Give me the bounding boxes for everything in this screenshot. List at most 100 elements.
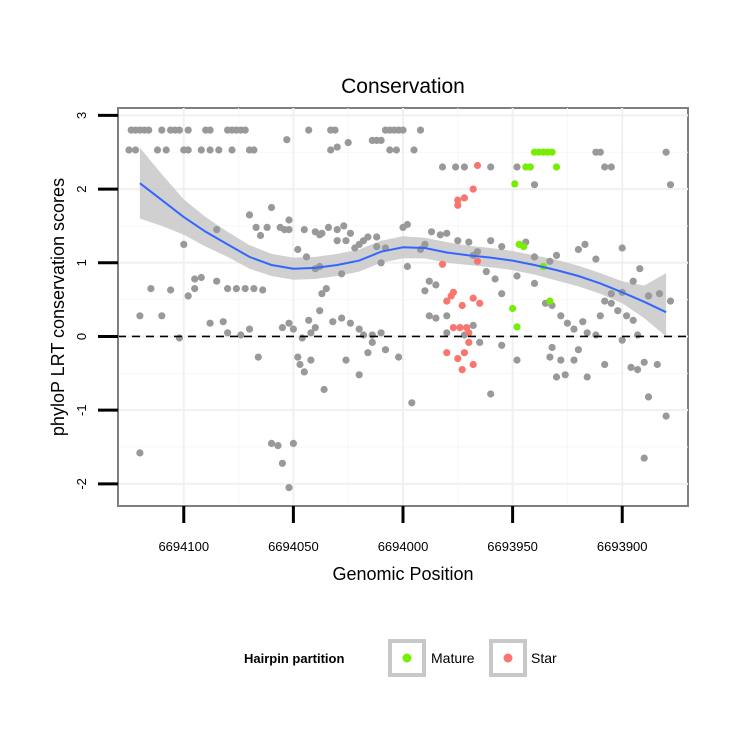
data-point-other — [254, 353, 262, 361]
data-point-other — [316, 307, 324, 315]
data-point-star — [449, 324, 457, 332]
data-point-other — [296, 360, 304, 369]
data-point-other — [399, 126, 407, 134]
x-tick-label: 6693900 — [597, 539, 648, 554]
data-point-other — [381, 346, 390, 354]
data-point-other — [368, 338, 376, 346]
data-point-other — [158, 126, 166, 134]
y-tick-label: 3 — [74, 112, 89, 119]
data-point-mature — [520, 243, 528, 251]
data-point-other — [392, 146, 400, 154]
data-point-other — [438, 163, 447, 171]
data-point-other — [634, 366, 642, 374]
data-point-star — [473, 257, 482, 265]
data-point-star — [469, 360, 477, 369]
data-point-other — [184, 126, 192, 134]
data-point-other — [636, 265, 644, 273]
data-point-other — [498, 290, 506, 298]
data-point-other — [175, 126, 183, 134]
data-point-other — [513, 356, 521, 364]
data-point-other — [513, 163, 521, 171]
data-point-other — [427, 228, 436, 236]
data-point-other — [278, 459, 286, 467]
data-point-other — [136, 449, 144, 457]
data-point-other — [476, 338, 484, 346]
data-point-other — [596, 148, 604, 156]
data-point-other — [530, 253, 539, 261]
data-point-other — [487, 163, 495, 171]
data-point-other — [285, 216, 293, 224]
smooth-line-layer — [139, 182, 667, 314]
data-point-other — [627, 363, 635, 371]
data-point-other — [300, 226, 308, 234]
data-point-other — [443, 329, 451, 337]
data-point-star — [458, 366, 466, 374]
data-point-other — [285, 319, 293, 327]
data-point-other — [666, 181, 675, 189]
data-point-other — [324, 223, 333, 231]
data-point-other — [213, 226, 221, 234]
x-tick-label: 6694100 — [158, 539, 209, 554]
data-point-other — [191, 275, 199, 283]
legend-title: Hairpin partition — [244, 651, 344, 666]
data-point-other — [241, 285, 249, 293]
data-point-other — [662, 412, 670, 420]
data-point-star — [465, 329, 473, 337]
data-point-other — [346, 319, 354, 327]
data-point-other — [421, 240, 429, 248]
data-point-other — [267, 203, 276, 212]
data-point-other — [416, 126, 425, 134]
data-point-other — [530, 181, 539, 189]
data-point-other — [307, 329, 315, 337]
data-point-other — [557, 356, 565, 364]
data-point-other — [131, 146, 140, 154]
data-point-star — [449, 288, 457, 296]
data-point-other — [454, 237, 462, 245]
data-point-other — [644, 292, 653, 300]
data-point-other — [666, 297, 675, 305]
data-point-other — [373, 233, 381, 241]
data-point-other — [487, 390, 495, 398]
data-point-other — [232, 285, 240, 293]
data-point-other — [546, 257, 554, 265]
data-point-star — [443, 297, 451, 305]
data-point-mature — [552, 163, 561, 171]
data-point-other — [228, 146, 236, 154]
data-point-other — [333, 237, 341, 245]
data-point-other — [342, 356, 350, 364]
data-point-other — [640, 358, 648, 366]
legend-key-star-dot — [503, 653, 513, 663]
data-point-other — [607, 163, 615, 171]
legend-label-mature: Mature — [431, 650, 475, 666]
data-point-other — [618, 244, 626, 252]
data-point-other — [583, 373, 591, 381]
data-point-other — [618, 336, 626, 344]
data-point-other — [443, 312, 451, 320]
data-point-other — [596, 312, 604, 320]
data-point-other — [552, 251, 561, 259]
data-point-other — [333, 143, 341, 151]
data-point-other — [245, 211, 254, 219]
x-tick-label: 6693950 — [487, 539, 538, 554]
data-point-other — [206, 126, 214, 134]
data-point-other — [322, 285, 330, 293]
data-point-other — [283, 136, 291, 144]
data-point-other — [215, 146, 223, 154]
data-point-other — [574, 346, 583, 354]
data-point-other — [570, 325, 578, 333]
data-point-other — [263, 223, 271, 231]
data-point-other — [224, 329, 232, 337]
data-point-other — [311, 324, 319, 332]
data-point-other — [548, 343, 556, 352]
data-point-mature — [526, 163, 534, 171]
data-point-star — [438, 260, 447, 268]
data-point-other — [601, 297, 609, 305]
data-point-mature — [513, 323, 521, 331]
data-point-other — [592, 255, 600, 263]
data-point-other — [259, 286, 267, 294]
data-point-other — [197, 146, 205, 154]
data-point-other — [410, 146, 418, 154]
data-point-other — [377, 136, 385, 144]
data-point-other — [224, 285, 232, 293]
data-point-star — [469, 185, 477, 193]
